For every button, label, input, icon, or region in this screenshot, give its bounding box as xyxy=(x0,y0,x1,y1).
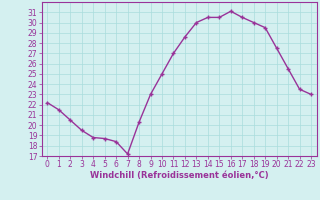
X-axis label: Windchill (Refroidissement éolien,°C): Windchill (Refroidissement éolien,°C) xyxy=(90,171,268,180)
